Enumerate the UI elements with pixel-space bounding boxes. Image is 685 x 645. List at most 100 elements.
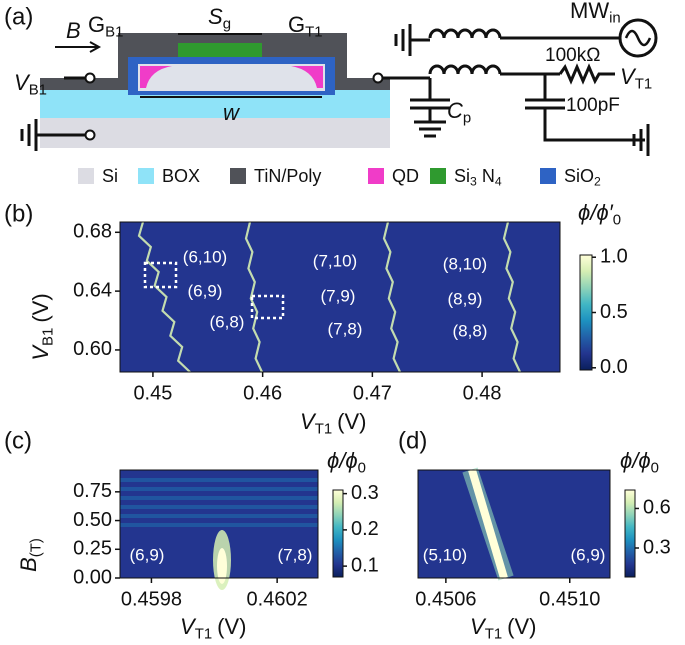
colorbar-tick-label: 0.6: [643, 497, 671, 519]
state-label: (7,8): [278, 545, 313, 564]
colorbar-title: ϕ/ϕ0: [327, 448, 366, 477]
wire: [410, 78, 450, 122]
source-label: MWin: [570, 0, 621, 27]
colorbar: [624, 489, 636, 578]
transition-line: [502, 221, 521, 373]
x-tick-label: 0.4602: [247, 588, 308, 610]
state-label: (6,10): [183, 247, 227, 266]
colorbar-title-part: 0: [613, 212, 621, 229]
source-label-part: MW: [570, 0, 609, 23]
x-axis-label-part: T1: [195, 626, 212, 643]
state-label: (6,9): [571, 545, 606, 564]
legend-swatch: [430, 168, 446, 184]
mw-wave: [624, 29, 652, 47]
wire: [558, 63, 615, 85]
legend-label: QD: [392, 166, 419, 186]
x-axis-label: VT1 (V): [300, 409, 366, 438]
channel: [138, 64, 325, 91]
legend-label-part: QD: [392, 166, 419, 186]
legend-swatch: [78, 168, 94, 184]
colorbar-title-part: ϕ/ϕ′: [578, 200, 614, 225]
y-tick-label: 0.68: [73, 221, 112, 243]
heatmap-background: [418, 470, 610, 578]
gate-label-part: B1: [105, 24, 123, 41]
highlight-box: [143, 261, 178, 289]
gate-label-part: T1: [305, 24, 322, 41]
ground: [632, 124, 650, 156]
terminal-label-part: B1: [29, 82, 47, 99]
noise-band: [120, 523, 318, 527]
legend-swatch: [368, 168, 384, 184]
plot-frame: [119, 221, 561, 373]
y-axis-label-part: V: [28, 344, 53, 361]
x-axis-label-part: V: [470, 614, 487, 639]
x-tick-label: 0.46: [243, 382, 282, 404]
state-label: (6,8): [210, 312, 245, 331]
terminal: [84, 72, 96, 84]
panel-label: (a): [4, 3, 33, 30]
width-label: w: [223, 100, 241, 125]
field-label: B: [66, 18, 81, 43]
si-layer: [40, 118, 390, 148]
legend-label: Si3 N4: [454, 166, 502, 189]
state-label: (6,9): [130, 545, 165, 564]
x-axis-label-part: V: [180, 614, 197, 639]
component-label-part: p: [463, 110, 471, 127]
y-tick-label: 0.50: [73, 509, 112, 531]
capacitor-label: 100pF: [566, 95, 620, 116]
x-axis-label-part: (V): [507, 614, 536, 639]
y-axis-label: VB1 (V): [28, 293, 57, 360]
gate-label-part: G: [88, 12, 105, 37]
terminal-label-part: V: [620, 64, 637, 89]
signal-band: [468, 468, 508, 580]
state-label: (5,10): [423, 545, 467, 564]
field-arrow: [55, 41, 102, 53]
state-label: (7,9): [321, 286, 356, 305]
component-label: Cp: [447, 98, 471, 127]
highlight-box: [250, 294, 285, 320]
colorbar-tick-label: 0.0: [600, 356, 628, 378]
ground: [414, 120, 446, 138]
state-label: (8,10): [443, 254, 487, 273]
legend-label-part: Si: [454, 166, 470, 186]
transition-line: [382, 221, 401, 373]
terminal-label: VT1: [620, 64, 652, 93]
x-tick-label: 0.4506: [415, 588, 476, 610]
colorbar: [579, 254, 593, 371]
legend-label: Si: [102, 166, 118, 186]
x-tick-label: 0.4510: [539, 588, 600, 610]
colorbar-title-part: 0: [651, 460, 659, 477]
legend-swatch: [230, 168, 246, 184]
colorbar: [332, 489, 344, 578]
ground: [394, 24, 412, 56]
legend-label: BOX: [162, 166, 200, 186]
y-tick-label: 0.60: [73, 338, 112, 360]
x-axis-label-part: (V): [217, 614, 246, 639]
x-tick-label: 0.47: [353, 382, 392, 404]
x-axis-label: VT1 (V): [470, 614, 536, 643]
legend-label-part: 4: [495, 175, 502, 189]
source-label-part: in: [609, 10, 621, 27]
x-axis-label-part: T1: [315, 421, 332, 438]
x-tick-label: 0.48: [463, 382, 502, 404]
state-label: (7,10): [313, 251, 357, 270]
x-axis-label: VT1 (V): [180, 614, 246, 643]
x-axis-label-part: V: [300, 409, 317, 434]
colorbar-title-part: 0: [358, 460, 366, 477]
terminal: [372, 72, 384, 84]
wire: [525, 74, 645, 142]
legend-label-part: 3: [470, 175, 477, 189]
noise-band: [120, 505, 318, 509]
gate-label-part: S: [208, 4, 223, 29]
heatmap-background: [120, 222, 560, 372]
x-axis-label-part: T1: [485, 626, 502, 643]
y-axis-label: B(T): [16, 538, 45, 572]
colorbar-tick-label: 0.2: [351, 518, 379, 540]
colorbar-title: ϕ/ϕ0: [620, 448, 659, 477]
state-label: (6,9): [188, 281, 223, 300]
ground: [20, 119, 38, 151]
legend-label: TiN/Poly: [254, 166, 321, 186]
y-tick-label: 0.00: [73, 566, 112, 588]
colorbar-title-part: ϕ/ϕ: [620, 448, 651, 473]
